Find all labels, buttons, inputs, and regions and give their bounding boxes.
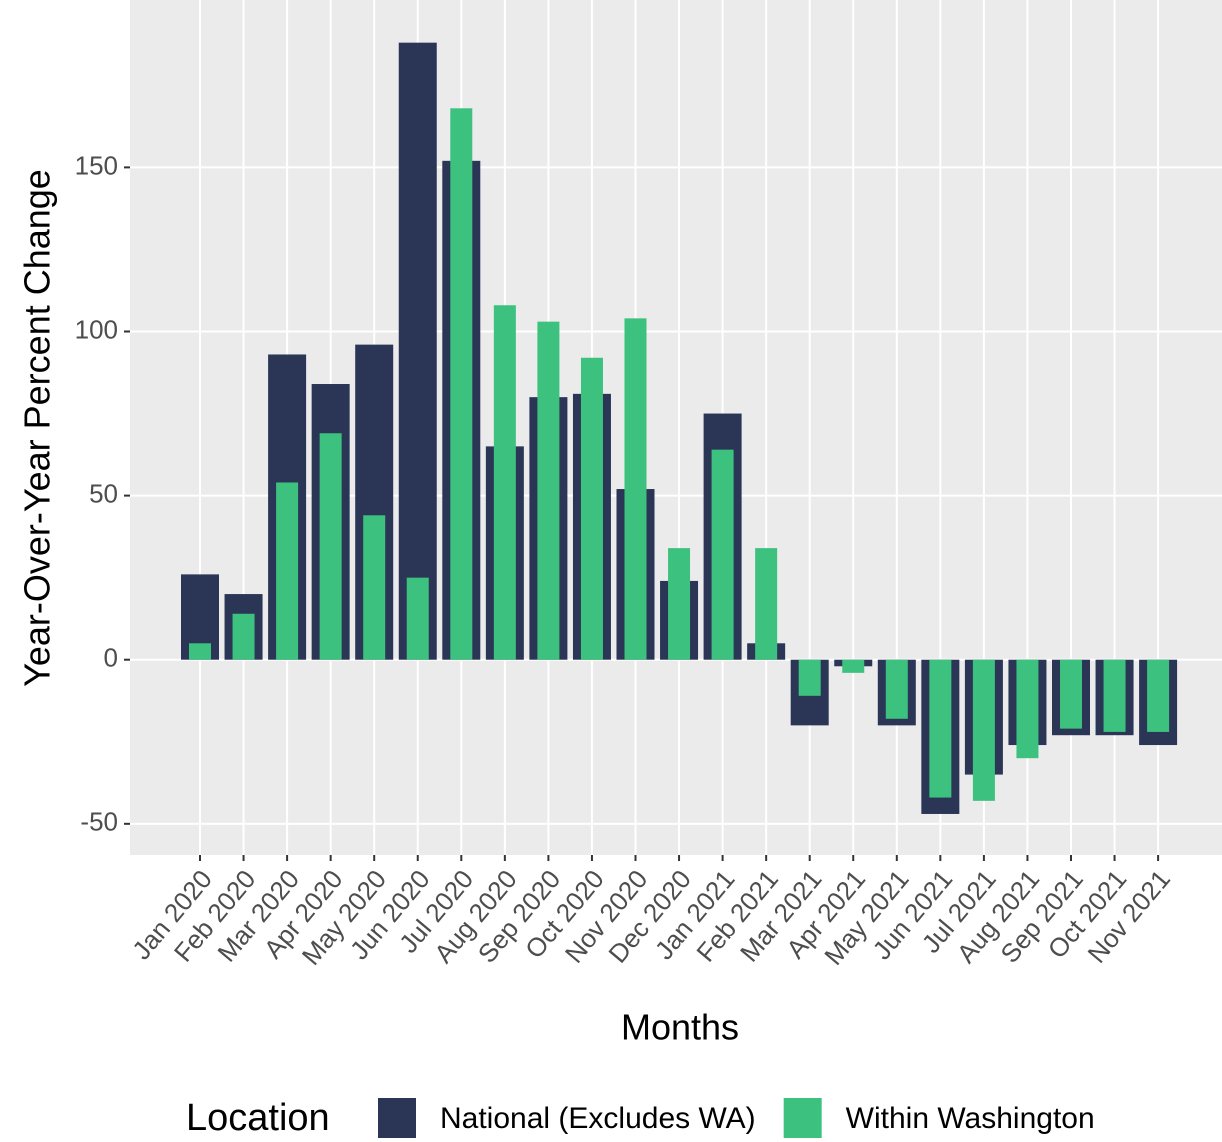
bar (929, 659, 952, 798)
bar (580, 357, 603, 660)
y-tick-label: 150 (75, 150, 118, 180)
legend-swatch (378, 1098, 416, 1138)
bar (755, 548, 778, 660)
y-tick-label: -50 (80, 807, 118, 837)
bar (493, 305, 516, 660)
bar (232, 613, 255, 660)
y-tick-label: 50 (89, 478, 118, 508)
bar (668, 548, 691, 660)
y-tick-label: 0 (104, 643, 118, 673)
legend-label: National (Excludes WA) (440, 1102, 756, 1135)
bar (276, 482, 299, 660)
bar (1103, 659, 1126, 732)
bar (842, 659, 865, 673)
bar (624, 318, 647, 660)
y-tick-label: 100 (75, 314, 118, 344)
bar (1147, 659, 1170, 732)
bar (972, 659, 995, 801)
bar (363, 515, 386, 660)
bar (1060, 659, 1082, 729)
y-axis-title: Year-Over-Year Percent Change (17, 169, 58, 687)
bar (798, 659, 821, 696)
x-axis-title: Months (621, 1007, 739, 1048)
bar (398, 42, 437, 660)
bar (537, 321, 560, 660)
legend-title: Location (186, 1097, 330, 1139)
bar (189, 643, 211, 660)
legend-swatch (783, 1098, 822, 1138)
bar (319, 433, 342, 660)
bar (885, 659, 908, 719)
bar (711, 449, 734, 660)
legend-label: Within Washington (846, 1102, 1095, 1135)
bar (450, 108, 473, 660)
bar (406, 577, 429, 660)
bar (1016, 659, 1039, 759)
